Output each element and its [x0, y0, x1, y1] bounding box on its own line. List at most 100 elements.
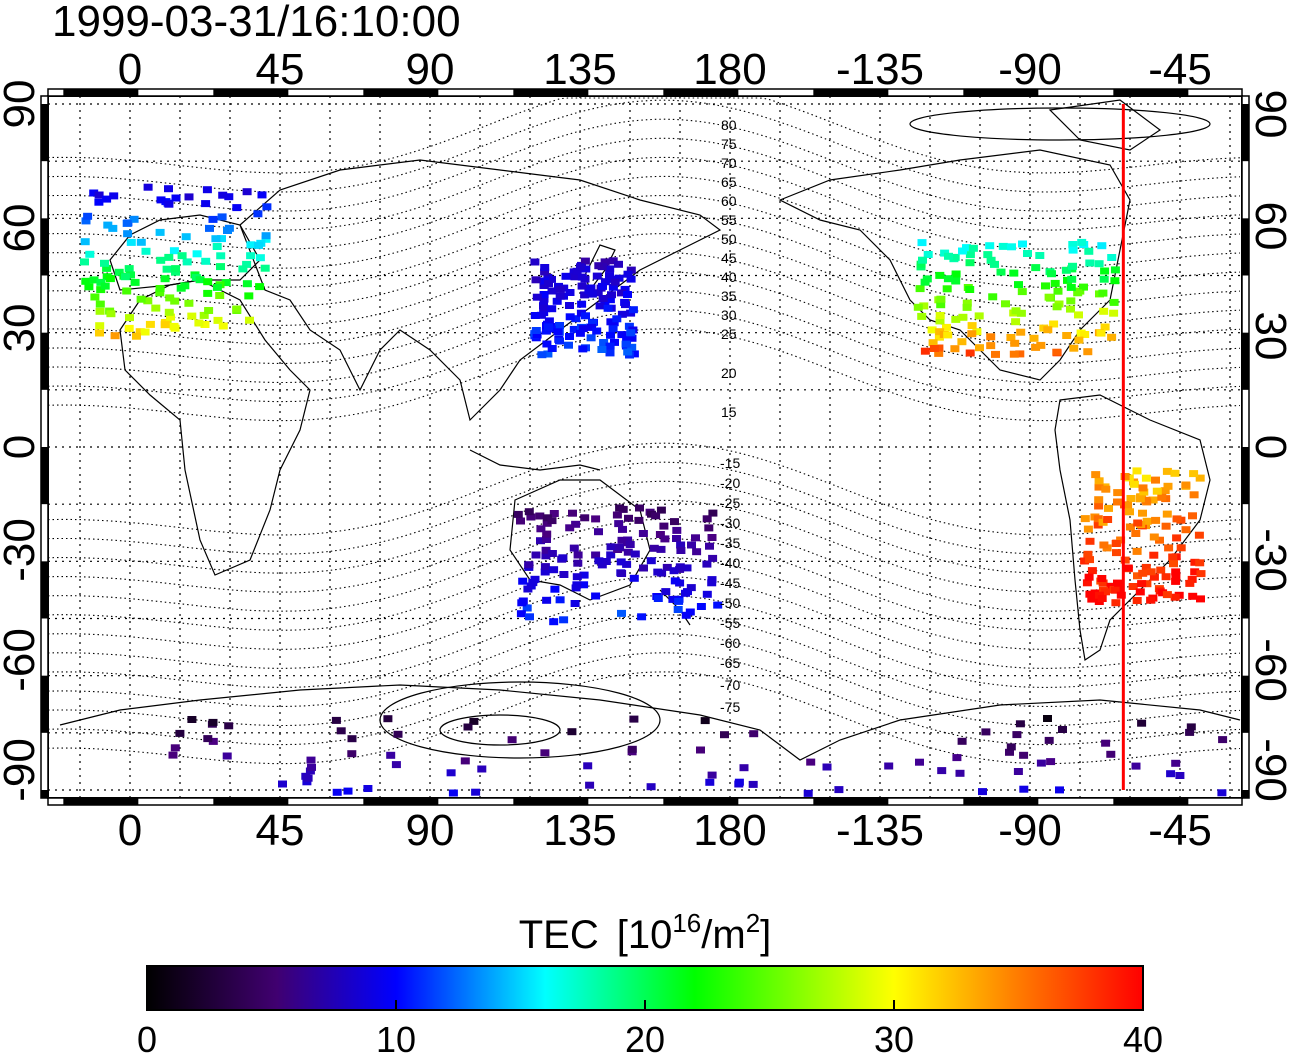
left-lat-tick-label: 90	[0, 80, 44, 129]
tec-cell	[577, 282, 587, 290]
tec-cell	[530, 258, 540, 266]
tec-cell	[707, 771, 717, 779]
tec-cell	[162, 265, 172, 273]
tec-cell	[592, 272, 602, 280]
tec-cell	[1083, 525, 1093, 533]
tec-cell	[577, 300, 587, 308]
contour-label: 55	[721, 212, 737, 228]
tec-cell	[681, 589, 690, 597]
tec-cell	[168, 751, 178, 759]
tec-cell	[591, 592, 601, 600]
tec-cell	[704, 524, 714, 532]
tec-cell	[537, 351, 547, 359]
contour-label: 40	[721, 269, 737, 285]
tec-cell	[915, 758, 924, 766]
tec-cell	[89, 276, 99, 284]
tec-cell	[165, 294, 175, 302]
contour-line	[47, 309, 1241, 403]
tec-cell	[1133, 572, 1142, 580]
tec-cell	[616, 289, 626, 297]
tec-cell	[592, 327, 602, 335]
tec-cell	[195, 276, 205, 284]
tec-cell	[201, 257, 211, 265]
tec-cell	[1189, 491, 1199, 499]
tec-cell	[100, 259, 109, 267]
colorbar-ticks	[146, 1000, 1144, 1010]
right-lat-tick-label: -60	[1246, 638, 1292, 702]
tec-cell	[307, 763, 316, 771]
tec-cell	[655, 531, 665, 538]
tec-cell	[1187, 575, 1197, 583]
frame-segment	[41, 447, 48, 505]
tec-cell	[1111, 540, 1121, 547]
tec-cell	[1068, 241, 1078, 248]
tec-cell	[477, 765, 487, 773]
tec-cell	[536, 537, 545, 545]
tec-cell	[1137, 719, 1147, 727]
tec-cell	[957, 338, 967, 346]
tec-cell	[616, 558, 626, 566]
tec-cell	[586, 334, 596, 342]
tec-cell	[517, 599, 527, 607]
tec-cell	[232, 204, 242, 212]
tec-cell	[203, 735, 213, 743]
tec-cell	[1058, 726, 1067, 733]
tec-cell	[1132, 547, 1142, 555]
left-lat-tick-label: 0	[0, 435, 44, 459]
tec-cell	[169, 322, 179, 330]
tec-cell	[1170, 593, 1180, 601]
tec-cell	[600, 278, 610, 286]
right-lat-tick-label: -90	[1246, 738, 1292, 802]
tec-cell	[935, 317, 945, 325]
top-lon-axis: 0 45 90 135 180 -135 -90 -45	[118, 45, 1212, 94]
tec-cell	[998, 242, 1008, 250]
tec-cell	[570, 600, 580, 607]
frame-segment	[663, 798, 739, 805]
tec-cell	[985, 242, 995, 250]
contour-line	[47, 499, 1241, 593]
tec-cell	[120, 273, 130, 281]
tec-cell	[541, 327, 551, 335]
tec-cell	[199, 311, 209, 319]
contour-label: 35	[721, 288, 737, 304]
tec-cell	[934, 349, 944, 357]
tec-cell	[958, 313, 968, 321]
tec-cell	[542, 596, 552, 604]
tec-cell	[255, 254, 265, 262]
contour-label: -75	[720, 699, 740, 715]
tec-cell	[573, 551, 583, 559]
tec-cell	[1043, 715, 1052, 722]
tec-cell	[1128, 583, 1138, 590]
tec-cell	[1035, 252, 1045, 259]
tec-cell	[628, 306, 638, 314]
tec-cell	[920, 347, 930, 355]
tec-cell	[581, 265, 591, 273]
tec-cell	[155, 289, 165, 297]
tec-cell	[617, 609, 626, 617]
tec-cell	[547, 305, 557, 313]
colorbar-tick-label: 30	[874, 1019, 914, 1057]
tec-cell	[943, 275, 953, 283]
tec-cell	[528, 579, 538, 587]
tec-cell	[1149, 533, 1159, 541]
tec-cell	[540, 264, 550, 271]
tec-cell	[991, 350, 1000, 358]
tec-cell	[958, 247, 967, 255]
tec-cell	[957, 737, 967, 745]
tec-cell	[549, 510, 559, 517]
right-lat-tick-label: 60	[1246, 202, 1292, 251]
tec-cell	[1107, 333, 1117, 341]
contour-label: -60	[720, 635, 740, 651]
tec-cell	[257, 191, 267, 199]
tec-cell	[124, 324, 134, 332]
tec-cell	[1019, 785, 1029, 793]
tec-cell	[1047, 270, 1056, 278]
tec-cell	[103, 221, 113, 229]
tec-cell	[580, 257, 590, 265]
tec-cell	[1171, 572, 1181, 580]
tec-cell	[567, 728, 577, 736]
contour-label: 75	[721, 136, 737, 152]
tec-cell	[1110, 266, 1120, 274]
tec-cell	[1101, 485, 1111, 493]
tec-cell	[1195, 474, 1205, 482]
